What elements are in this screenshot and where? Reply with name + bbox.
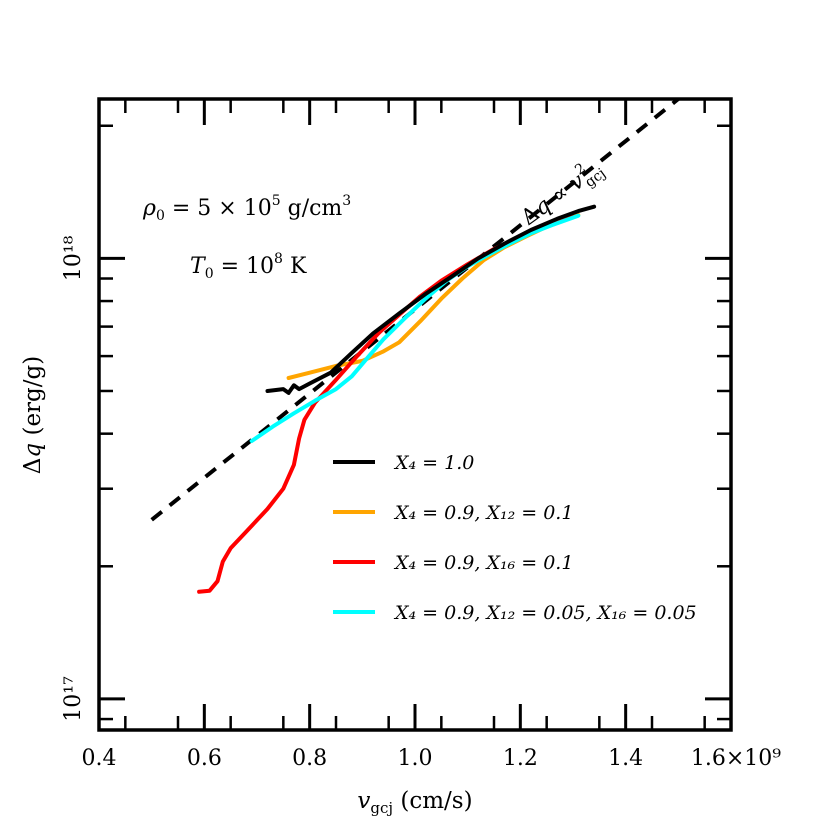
- x-axis-label: vgcj (cm/s): [357, 788, 472, 817]
- x-tick-label: 1.0: [398, 746, 433, 771]
- legend-label: X₄ = 0.9, X₁₂ = 0.1: [393, 502, 573, 524]
- legend-label: X₄ = 1.0: [393, 452, 474, 474]
- legend-label: X₄ = 0.9, X₁₂ = 0.05, X₁₆ = 0.05: [393, 602, 697, 624]
- series-line-1: [286, 212, 581, 380]
- annotation-slope: Δq ∝ v2gcj: [514, 153, 608, 234]
- series-layer: [150, 99, 680, 594]
- series-line-3: [249, 213, 581, 443]
- y-tick-label: 10¹⁸: [61, 235, 86, 281]
- series-line-4: [150, 99, 680, 522]
- x-tick-label: 0.8: [292, 746, 327, 771]
- y-axis-label: Δq (erg/g): [20, 356, 46, 474]
- x-tick-label: 0.6: [187, 746, 222, 771]
- annotation-rho: ρ0 = 5 × 105 g/cm3: [142, 193, 351, 224]
- legend-label: X₄ = 0.9, X₁₆ = 0.1: [393, 552, 573, 574]
- tick-labels: 0.4 0.6 0.8 1.0 1.2 1.4 1.6×10⁹ 10¹⁷ 10¹⁸: [61, 235, 781, 771]
- ticks-layer: [97, 99, 733, 730]
- y-tick-label: 10¹⁷: [61, 676, 86, 722]
- plot-frame: [97, 97, 733, 732]
- x-tick-label: 1.4: [608, 746, 643, 771]
- legend: X₄ = 1.0 X₄ = 0.9, X₁₂ = 0.1 X₄ = 0.9, X₁₆…: [333, 452, 697, 624]
- series-line-0: [265, 204, 597, 395]
- x-tick-label: 1.6×10⁹: [691, 746, 781, 771]
- x-tick-label: 1.2: [503, 746, 538, 771]
- annotation-temp: T0 = 108 K: [190, 251, 307, 282]
- x-tick-label: 0.4: [82, 746, 117, 771]
